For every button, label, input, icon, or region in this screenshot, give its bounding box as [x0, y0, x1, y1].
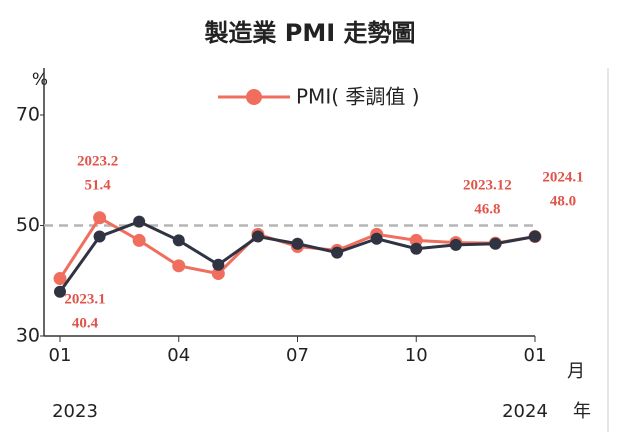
- x-tick-label: 01: [524, 345, 547, 366]
- y-tick-label: 50: [16, 214, 40, 236]
- y-tick-label: 30: [16, 325, 40, 347]
- series-line: [58, 220, 536, 293]
- data-point: [251, 230, 264, 243]
- data-label: 46.8: [474, 201, 500, 217]
- annotation-date: 2023.2: [77, 153, 118, 169]
- data-point: [172, 234, 185, 247]
- data-label: 40.4: [72, 315, 99, 331]
- data-point: [529, 230, 541, 243]
- x-tick-label: 10: [405, 345, 428, 366]
- x-tick-label: 07: [286, 345, 309, 366]
- y-tick-label: 70: [16, 104, 40, 126]
- legend-label: PMI( 季調值 ): [296, 85, 420, 109]
- data-point: [93, 230, 106, 243]
- data-point: [212, 258, 225, 271]
- annotation-date: 2024.1: [542, 169, 583, 185]
- x-unit-year: 年: [573, 401, 591, 422]
- x-tick-label: 01: [49, 345, 72, 366]
- legend-marker: [246, 89, 262, 105]
- data-label: 48.0: [550, 193, 576, 209]
- data-point: [331, 246, 344, 259]
- data-point: [410, 242, 423, 255]
- data-point: [370, 232, 383, 245]
- annotation-date: 2023.1: [64, 291, 105, 307]
- data-point: [449, 238, 462, 251]
- annotation-date: 2023.12: [463, 177, 512, 193]
- data-point: [93, 211, 107, 225]
- data-point: [54, 285, 66, 298]
- x-unit-month: 月: [567, 361, 585, 382]
- chart-title: 製造業 PMI 走勢圖: [204, 19, 415, 47]
- data-point: [291, 237, 304, 250]
- year-label: 2024: [502, 401, 548, 422]
- data-point: [133, 215, 146, 228]
- data-point: [132, 233, 146, 247]
- y-unit: %: [32, 70, 48, 90]
- data-point: [211, 267, 225, 281]
- data-point: [53, 272, 67, 286]
- year-label: 2023: [52, 401, 98, 422]
- x-tick-label: 04: [167, 345, 190, 366]
- data-label: 51.4: [84, 177, 111, 193]
- data-point: [489, 237, 502, 250]
- data-point: [172, 259, 186, 273]
